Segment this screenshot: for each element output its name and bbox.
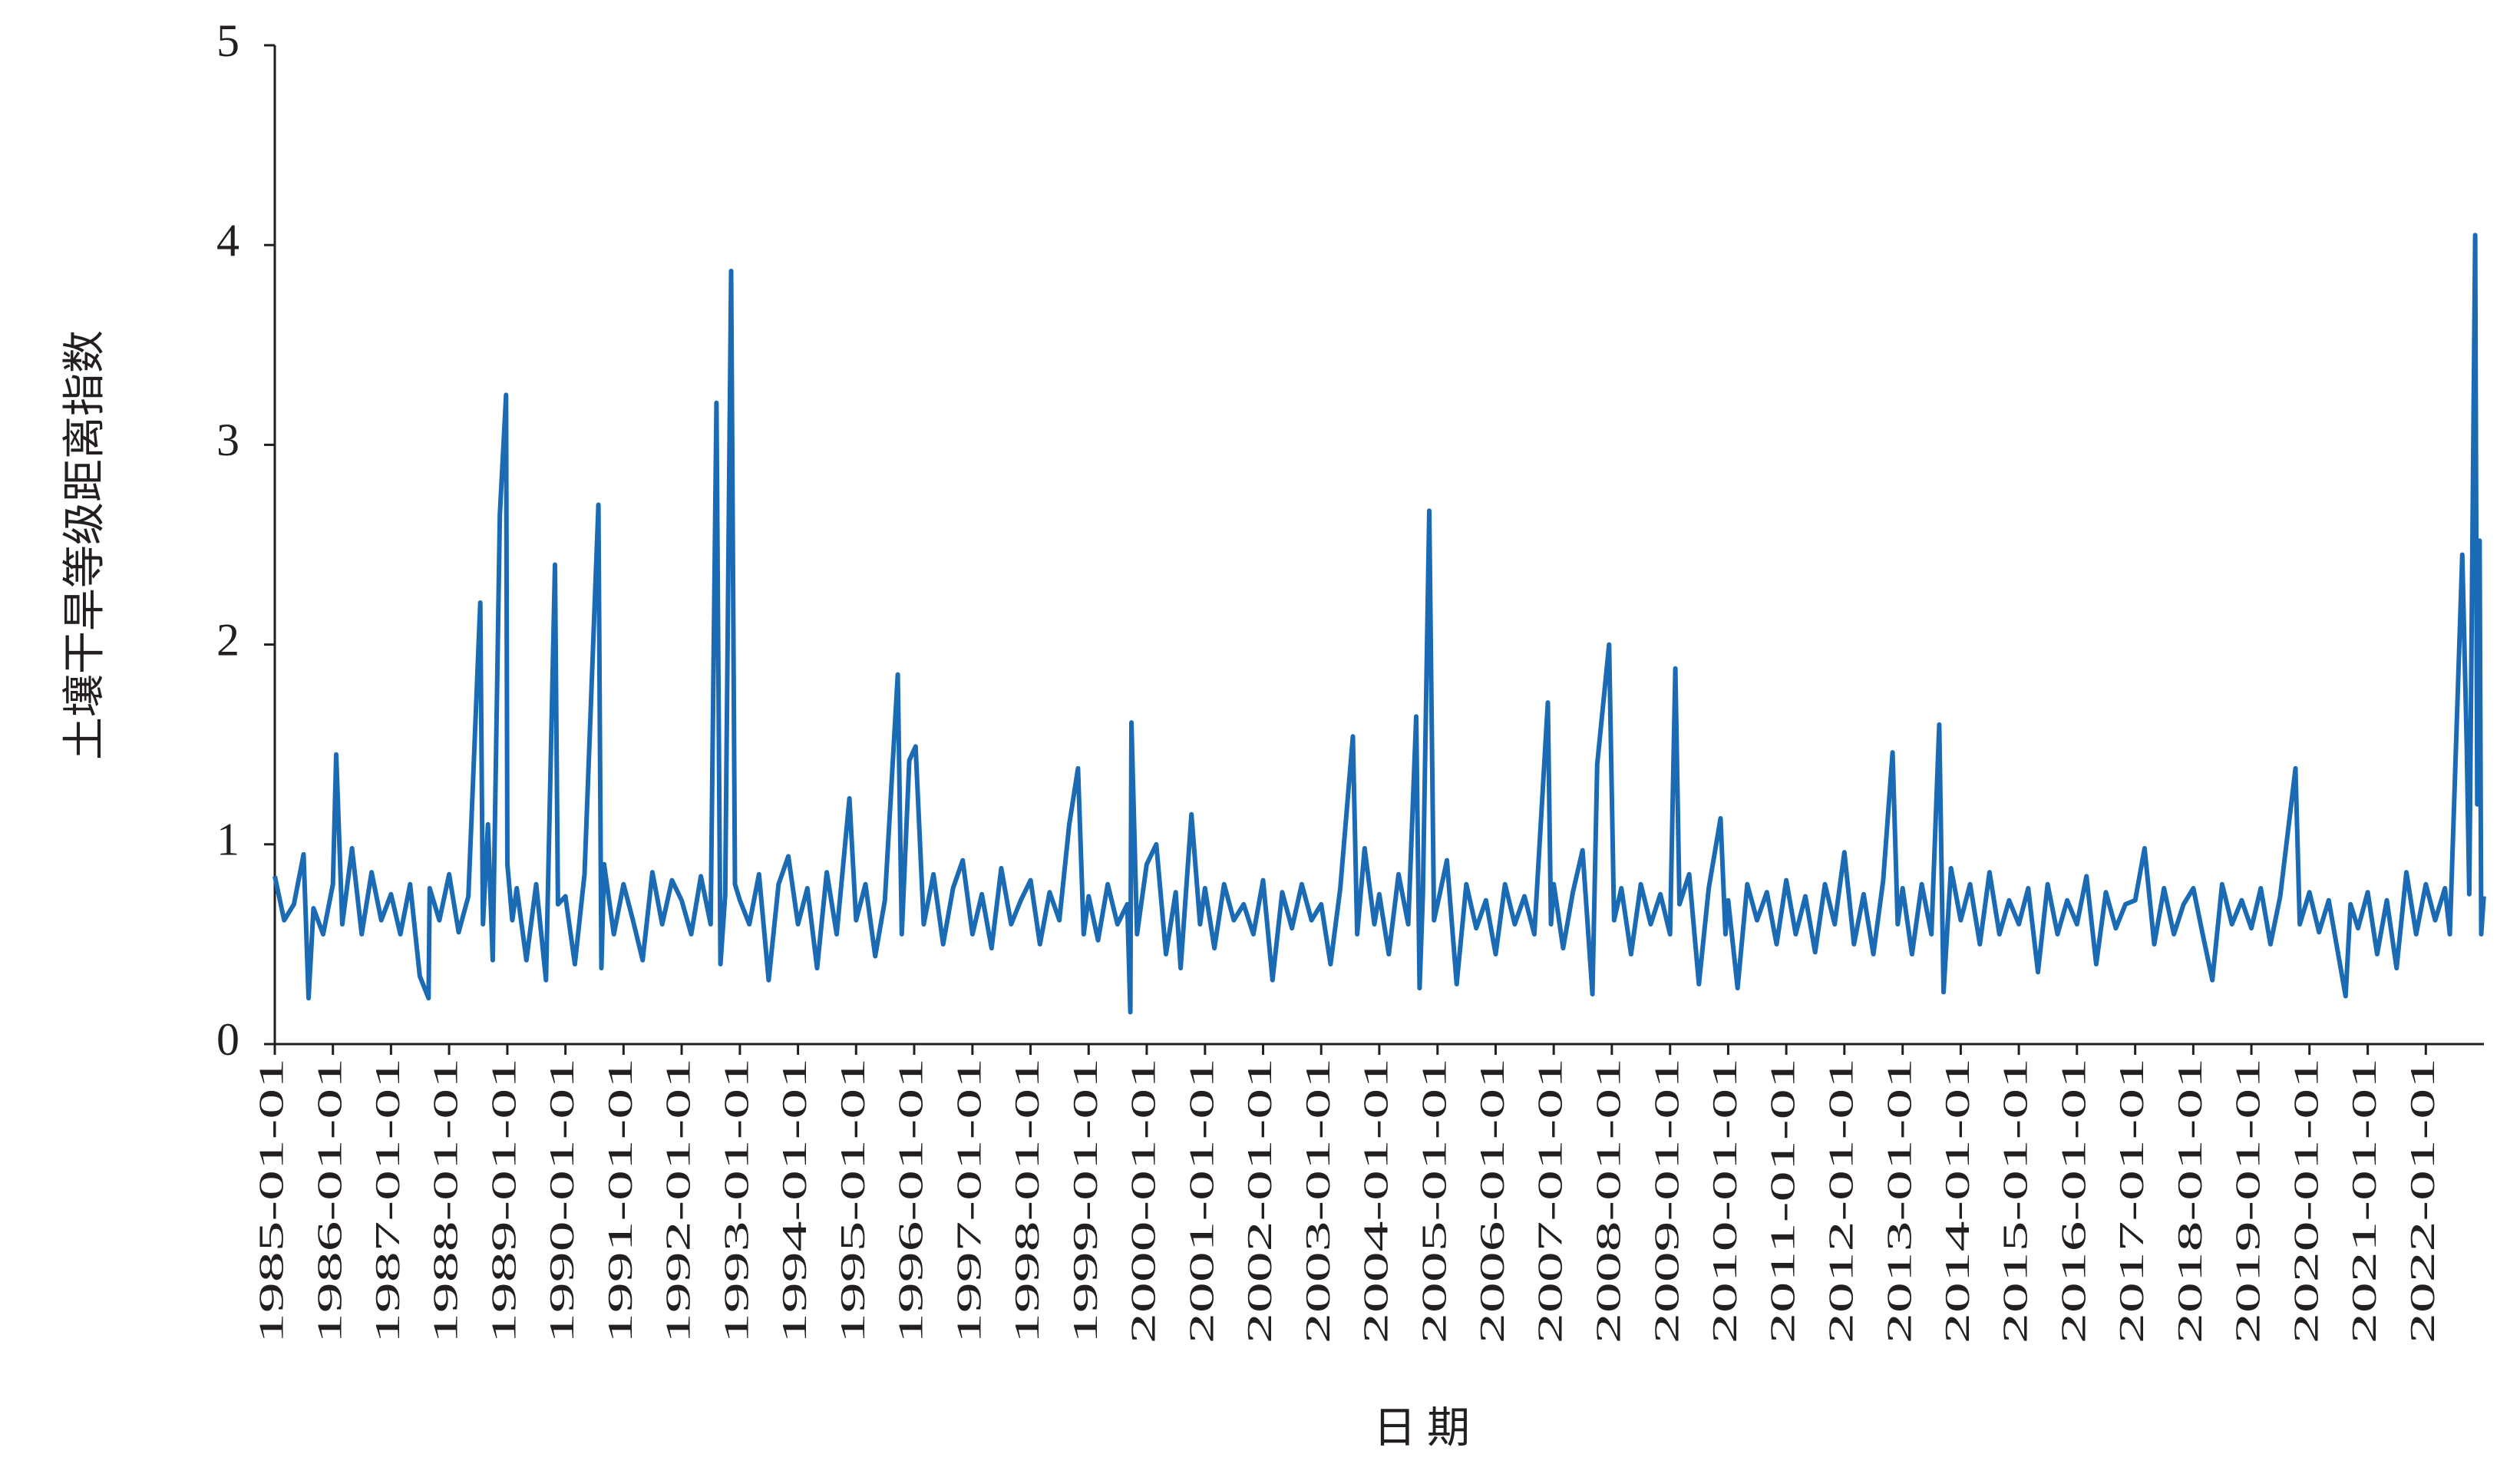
x-tick-label: 2012-01-01	[1821, 1058, 1860, 1343]
x-tick-label: 2005-01-01	[1414, 1058, 1453, 1343]
x-tick-label: 1987-01-01	[368, 1058, 407, 1343]
x-tick-label: 2014-01-01	[1937, 1058, 1977, 1343]
x-tick-label: 1997-01-01	[949, 1058, 988, 1343]
x-tick-label: 2013-01-01	[1879, 1058, 1918, 1343]
x-tick-label: 1992-01-01	[659, 1058, 698, 1343]
x-tick-label: 1994-01-01	[774, 1058, 814, 1343]
x-tick-label: 2011-01-01	[1763, 1058, 1802, 1343]
x-tick-label: 2008-01-01	[1588, 1058, 1627, 1343]
x-tick-label: 2006-01-01	[1472, 1058, 1511, 1343]
x-tick-label: 1996-01-01	[891, 1058, 930, 1343]
x-tick-label: 2015-01-01	[1996, 1058, 2035, 1343]
x-tick-label: 2007-01-01	[1531, 1058, 1570, 1343]
x-tick-label: 1998-01-01	[1007, 1058, 1046, 1343]
y-tick-label: 5	[216, 15, 239, 66]
x-tick-label: 1988-01-01	[426, 1058, 465, 1343]
x-tick-label: 1986-01-01	[309, 1058, 348, 1343]
x-tick-label: 2020-01-01	[2286, 1058, 2325, 1343]
x-tick-label: 2018-01-01	[2170, 1058, 2209, 1343]
x-tick-label: 1993-01-01	[716, 1058, 755, 1343]
x-tick-label: 2019-01-01	[2228, 1058, 2267, 1343]
x-tick-label: 2010-01-01	[1705, 1058, 1744, 1343]
x-tick-label: 1995-01-01	[833, 1058, 872, 1343]
x-tick-label: 1991-01-01	[600, 1058, 639, 1343]
x-tick-label: 2001-01-01	[1181, 1058, 1220, 1343]
x-tick-label: 1989-01-01	[484, 1058, 523, 1343]
x-tick-label: 2002-01-01	[1240, 1058, 1279, 1343]
x-tick-label: 2016-01-01	[2053, 1058, 2092, 1343]
x-axis-label: 日 期	[1373, 1405, 1470, 1453]
y-tick-label: 3	[216, 415, 239, 465]
x-tick-label: 2003-01-01	[1298, 1058, 1337, 1343]
x-tick-label: 2000-01-01	[1124, 1058, 1163, 1343]
y-tick-label: 4	[216, 215, 239, 266]
y-tick-label: 0	[216, 1014, 239, 1065]
y-tick-label: 1	[216, 815, 239, 865]
x-tick-label: 1999-01-01	[1065, 1058, 1105, 1343]
x-tick-label: 2004-01-01	[1356, 1058, 1395, 1343]
data-line	[272, 233, 2486, 1015]
x-tick-label: 1985-01-01	[252, 1058, 291, 1343]
y-axis-label: 土壤干旱等级距离指数	[61, 330, 109, 760]
x-tick-label: 2017-01-01	[2112, 1058, 2151, 1343]
x-tick-label: 1990-01-01	[542, 1058, 581, 1343]
x-tick-label: 2009-01-01	[1646, 1058, 1686, 1343]
y-tick-label: 2	[216, 614, 239, 665]
x-tick-label: 2022-01-01	[2403, 1058, 2442, 1343]
x-tick-label: 2021-01-01	[2344, 1058, 2383, 1343]
